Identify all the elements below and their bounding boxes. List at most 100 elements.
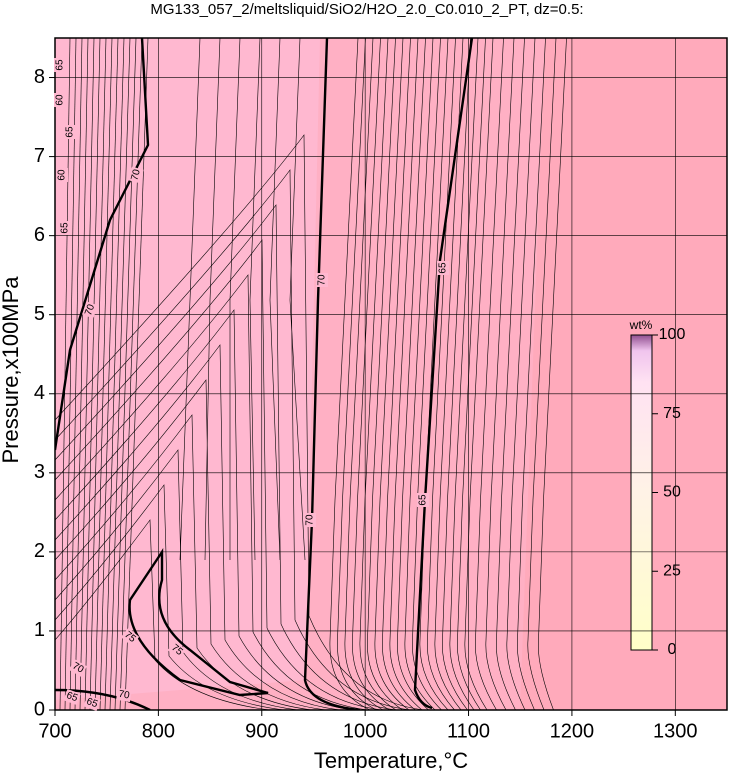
contour-line [64,38,77,710]
contour-line [59,38,71,710]
y-tick-label: 5 [34,303,45,325]
contour-line [537,38,567,710]
contour-label-bg [437,261,449,275]
contour-line [74,38,89,710]
contour-line [442,38,471,710]
contour-line [485,38,515,710]
contour-label-bg [81,301,99,319]
contour-line [99,38,119,710]
contour-line [114,38,137,710]
contour-line [69,38,83,710]
y-tick-label: 3 [34,461,45,483]
contour-label-bg [54,58,66,72]
contour-label-group: 75 [120,627,140,647]
x-tick-label: 1000 [343,720,388,742]
colorbar-tick-label: 100 [659,326,686,343]
contour-line [119,38,143,710]
x-tick-label: 700 [38,720,71,742]
contour-line [374,38,410,710]
colorbar-tick-label: 50 [663,484,681,501]
contour-label-bg [59,221,71,235]
colorbar-title: wt% [629,318,653,332]
contour-line [496,38,525,710]
y-tick-label: 2 [34,540,45,562]
contour-line [382,38,416,710]
contour-line [419,38,449,710]
contour-line [55,484,285,710]
contour-label-bg [54,93,66,107]
contour-label-bg [304,513,316,527]
plot-frame [54,37,728,711]
contour-label-bg [128,166,144,184]
contour-line [427,38,456,710]
contour-line [506,38,536,710]
contour-label: 65 [65,126,76,138]
contour-line [109,38,131,710]
x-tick-label: 900 [245,720,278,742]
contour-line [269,38,281,561]
contour-label-bg [167,640,187,660]
x-tick-label: 1200 [550,720,595,742]
contour-line [55,204,397,710]
contour-line [55,134,425,710]
contour-label-bg [56,168,68,182]
contour-line [449,38,479,710]
contour-label-bg [316,273,328,287]
contour-label-group: 65 [417,493,429,507]
contour-line [289,38,306,561]
contour-line [344,38,384,710]
contour-label-group: 65 [59,221,71,235]
contour-line [249,38,261,561]
contour-label: 60 [57,169,68,181]
contour-label: 65 [418,494,429,506]
contour-line [84,38,101,710]
contour-line [457,38,486,710]
contour-line [329,38,371,710]
contour-label-group: 65 [64,125,76,139]
contour-label-group: 70 [116,687,132,703]
contour-line [104,38,125,710]
contour-label-bg [417,493,429,507]
contour-line [527,38,557,710]
contour-line [475,38,504,710]
contour-line [55,414,313,710]
contour-line [179,38,201,561]
y-tick-label: 8 [34,66,45,88]
contour-line [204,38,221,561]
contour-line [389,38,423,710]
y-tick-label: 1 [34,619,45,641]
contour-line [55,344,341,710]
contour-line [55,519,271,710]
contour-line [55,379,327,710]
contour-label-group: 70 [304,513,316,527]
contour-line-bold [55,688,151,710]
contour-line [94,38,113,710]
contour-line [79,38,95,710]
chart-title: MG133_057_2/meltsliquid/SiO2/H2O_2.0_C0.… [150,1,583,18]
contour-label-bg [64,125,76,139]
contour-label-group: 70 [68,659,88,677]
contour-label-group: 65 [63,688,81,706]
x-axis-label: Temperature,°C [314,748,468,773]
contour-label: 65 [65,690,80,704]
colorbar-tick-label: 75 [663,405,681,422]
contour-label-group: 60 [54,93,66,107]
contour-label-group: 65 [437,261,449,275]
y-tick-label: 0 [34,698,45,720]
colorbar [630,334,653,651]
x-tick-label: 800 [142,720,175,742]
contour-label: 60 [55,94,66,106]
contour-label-group: 65 [83,694,101,712]
y-tick-label: 4 [34,382,45,404]
y-tick-label: 7 [34,145,45,167]
contour-label: 70 [317,274,328,286]
contour-label: 70 [305,514,316,526]
x-tick-label: 1100 [447,720,490,742]
contour-label: 70 [83,303,97,318]
contour-line [55,169,411,710]
contour-label-group: 70 [316,273,328,287]
contour-label: 70 [129,168,143,182]
contour-label-group: 65 [54,58,66,72]
contour-label: 70 [118,689,131,702]
